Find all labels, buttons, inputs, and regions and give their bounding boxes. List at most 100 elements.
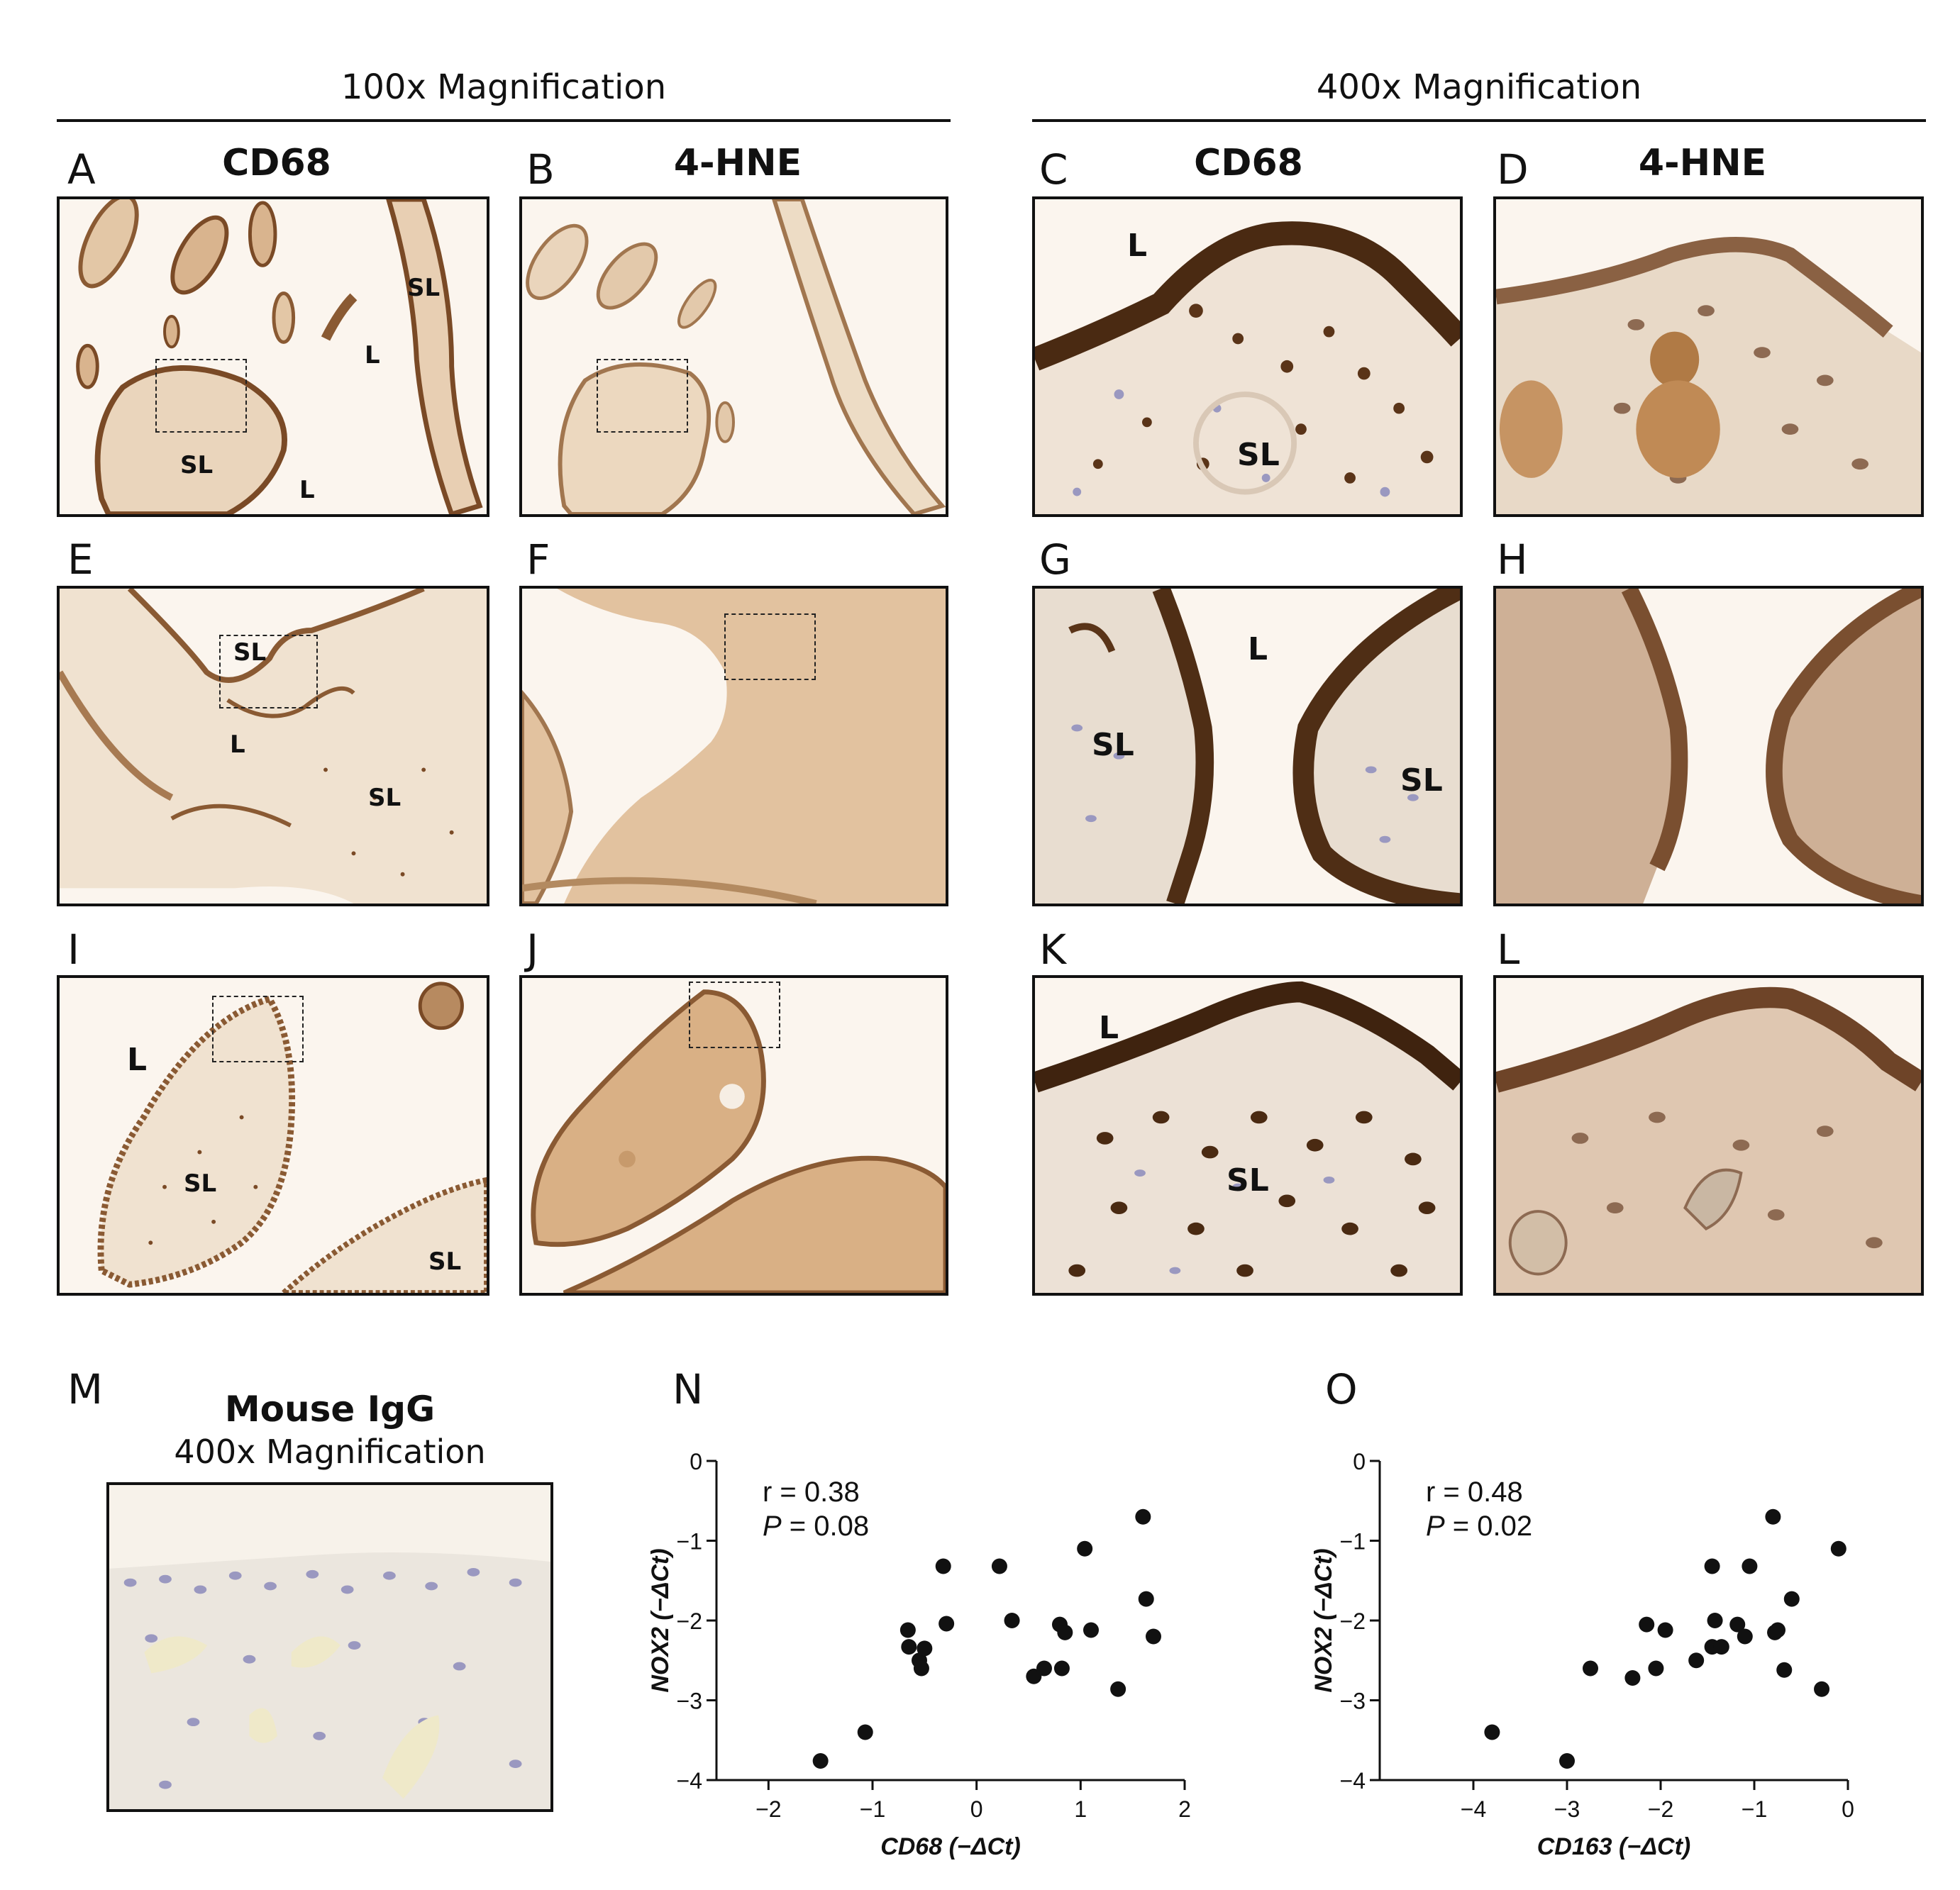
x-tick-label: −1 — [860, 1796, 885, 1822]
panel-letter-d: D — [1497, 145, 1529, 194]
data-point — [1776, 1662, 1793, 1678]
data-point — [1742, 1558, 1758, 1574]
data-point — [1729, 1616, 1746, 1633]
data-point — [1053, 1660, 1070, 1677]
stain-title-cd68-400x: CD68 — [1194, 142, 1303, 184]
tag-l: L — [230, 730, 245, 759]
tag-l: L — [1099, 1010, 1119, 1046]
micrograph-panel-m — [106, 1482, 553, 1812]
y-tick-label: −4 — [677, 1768, 702, 1794]
data-point — [939, 1616, 955, 1632]
micrograph-panel-f — [519, 586, 948, 906]
micrograph-panel-i: L SL SL — [57, 975, 489, 1296]
stain-title-hne-400x: 4-HNE — [1638, 142, 1767, 184]
panel-letter-i: I — [67, 925, 80, 974]
y-tick-label: −1 — [1340, 1529, 1366, 1555]
tag-sl: SL — [180, 451, 214, 479]
panel-letter-g: G — [1039, 535, 1071, 584]
x-tick-label: −1 — [1742, 1796, 1767, 1822]
x-tick-label: −2 — [755, 1796, 781, 1822]
panel-letter-m: M — [67, 1365, 104, 1413]
data-point — [991, 1558, 1007, 1574]
data-point — [1135, 1508, 1151, 1525]
inset-box — [155, 359, 247, 433]
tag-sl: SL — [184, 1169, 217, 1198]
data-point — [913, 1660, 929, 1677]
igg-control-title: Mouse IgG — [224, 1389, 436, 1430]
header-rule-right — [1032, 119, 1926, 122]
data-point — [1783, 1591, 1800, 1607]
data-point — [812, 1753, 829, 1769]
x-tick-label: 0 — [1842, 1796, 1854, 1822]
scatter-chart-n: 0 −1 −2 −3 −4 −2 −1 0 1 2 CD68 (−ΔCt) NOX2 (−ΔCt) r… — [638, 1447, 1220, 1865]
tag-l: L — [1127, 228, 1148, 264]
tag-sl: SL — [368, 784, 402, 812]
micrograph-panel-b — [519, 196, 948, 517]
data-point — [1770, 1622, 1785, 1638]
data-point — [1688, 1652, 1705, 1669]
data-point — [1648, 1660, 1664, 1677]
data-point — [1830, 1540, 1847, 1557]
data-point — [899, 1622, 916, 1638]
data-point — [1484, 1724, 1500, 1740]
data-point — [1713, 1639, 1729, 1655]
y-tick-label: 0 — [690, 1449, 702, 1474]
tag-l: L — [365, 341, 380, 369]
panel-letter-f: F — [526, 535, 550, 584]
micrograph-panel-g: L SL SL — [1032, 586, 1463, 906]
inset-box — [689, 982, 780, 1048]
inset-box — [724, 613, 816, 680]
data-point — [1765, 1508, 1781, 1525]
data-point — [857, 1724, 873, 1740]
tag-l: L — [127, 1042, 148, 1078]
micrograph-panel-e: SL L L SL — [57, 586, 489, 906]
data-point — [1624, 1670, 1641, 1686]
stat-r-n: r = 0.38 — [763, 1477, 860, 1508]
data-point — [901, 1639, 917, 1655]
data-point — [935, 1558, 951, 1574]
x-tick-label: 2 — [1178, 1796, 1191, 1822]
panel-letter-e: E — [67, 535, 94, 584]
scatter-plot-svg-n: 0 −1 −2 −3 −4 −2 −1 0 1 2 CD68 (−ΔCt) NOX2 (−ΔCt) — [647, 1449, 1191, 1860]
data-point — [1138, 1591, 1154, 1607]
data-point — [1704, 1558, 1720, 1574]
header-100x: 100x Magnification — [340, 67, 667, 107]
y-tick-label: −2 — [677, 1608, 702, 1634]
micrograph-panel-h — [1493, 586, 1924, 906]
data-point — [1083, 1622, 1099, 1638]
x-tick-label: 0 — [970, 1796, 983, 1822]
y-tick-label: 0 — [1353, 1449, 1366, 1474]
tag-l: L — [299, 476, 315, 504]
x-tick-label: −4 — [1461, 1796, 1486, 1822]
stat-r-o: r = 0.48 — [1426, 1477, 1523, 1508]
data-point — [1814, 1681, 1830, 1697]
micrograph-panel-l — [1493, 975, 1924, 1296]
data-point — [1077, 1540, 1093, 1557]
micrograph-panel-k: L SL — [1032, 975, 1463, 1296]
tag-sl: SL — [407, 274, 441, 302]
x-tick-label: 1 — [1074, 1796, 1087, 1822]
micrograph-panel-j — [519, 975, 948, 1296]
panel-letter-j: J — [526, 925, 539, 974]
data-point — [1737, 1628, 1753, 1645]
stain-title-hne-100x: 4-HNE — [673, 142, 802, 184]
y-tick-label: −4 — [1340, 1768, 1366, 1794]
header-400x: 400x Magnification — [1316, 67, 1642, 107]
stat-p-o: P = 0.02 — [1426, 1511, 1533, 1542]
igg-control-subtitle: 400x Magnification — [174, 1433, 486, 1471]
header-rule-left — [57, 119, 951, 122]
scatter-plot-svg-o: 0 −1 −2 −3 −4 −4 −3 −2 −1 0 CD163 (−ΔCt) NOX2 (−ΔCt… — [1310, 1449, 1854, 1860]
tag-l: L — [1248, 631, 1268, 667]
tag-sl: SL — [1400, 762, 1443, 799]
tag-sl: SL — [1237, 437, 1280, 473]
panel-letter-b: B — [526, 145, 555, 194]
panel-letter-c: C — [1039, 145, 1068, 194]
micrograph-panel-a: SL SL L L — [57, 196, 489, 517]
x-tick-label: −2 — [1648, 1796, 1673, 1822]
micrograph-panel-c: L SL — [1032, 196, 1463, 517]
scatter-chart-o: 0 −1 −2 −3 −4 −4 −3 −2 −1 0 CD163 (−ΔCt) NOX2 (−ΔCt… — [1302, 1447, 1883, 1865]
data-point — [1657, 1622, 1673, 1638]
tag-sl: SL — [233, 638, 267, 667]
y-axis-label: NOX2 (−ΔCt) — [647, 1548, 674, 1692]
panel-letter-k: K — [1039, 925, 1067, 974]
